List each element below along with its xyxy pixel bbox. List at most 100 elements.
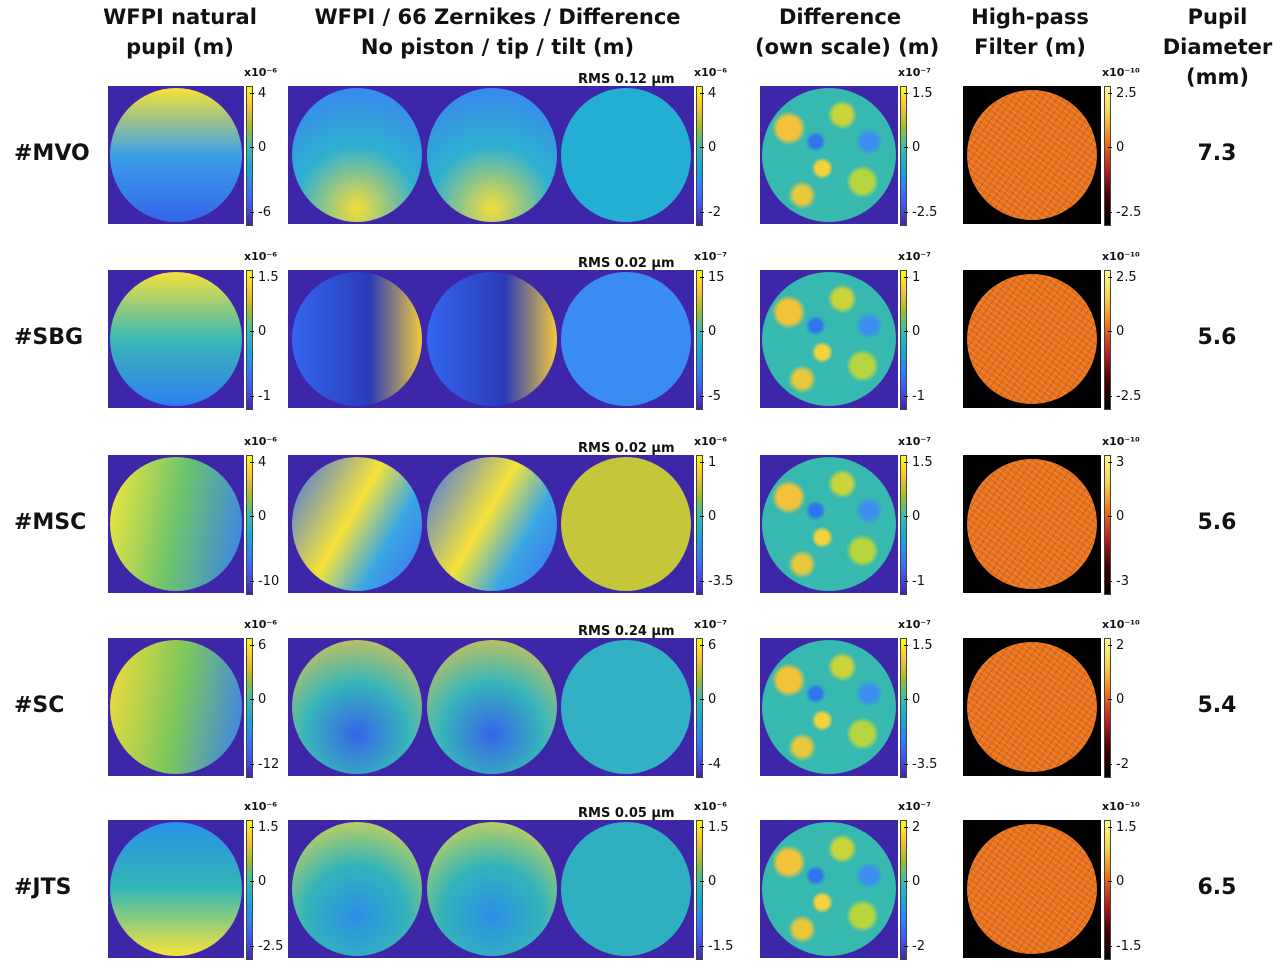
zernike-fit-pupil (427, 88, 557, 222)
colorbar-tick-label: 1 (699, 455, 717, 471)
rms-label: RMS 0.02 µm (578, 441, 675, 456)
wfpi-zernike-difference-map (288, 820, 694, 958)
colorbar-exponent: x10⁻⁶ (244, 618, 278, 631)
colorbar-tick-label: 6 (249, 638, 267, 654)
colorbar (246, 638, 253, 778)
colorbar (696, 455, 703, 595)
colorbar-tick-label: 0 (699, 140, 717, 156)
colorbar-exponent: x10⁻⁶ (244, 435, 278, 448)
row-label: #MVO (14, 141, 90, 166)
rms-label: RMS 0.02 µm (578, 256, 675, 271)
colorbar-tick-label: 0 (249, 140, 267, 156)
colorbar (1104, 270, 1111, 410)
high-pass-pupil (967, 642, 1097, 772)
rms-label: RMS 0.24 µm (578, 624, 675, 639)
colorbar-exponent: x10⁻⁶ (244, 800, 278, 813)
colorbar-exponent: x10⁻⁶ (244, 250, 278, 263)
colorbar-exponent: x10⁻¹⁰ (1102, 66, 1140, 79)
colorbar-exponent: x10⁻⁶ (694, 66, 728, 79)
difference-pupil (561, 457, 691, 591)
high-pass-pupil (967, 274, 1097, 404)
colorbar-tick-label: -3 (1108, 573, 1129, 589)
colorbar (1104, 820, 1111, 960)
difference-own-scale-map (760, 820, 898, 958)
colorbar (900, 270, 907, 410)
high-pass-pupil (967, 459, 1097, 589)
colorbar-tick-label: 0 (903, 509, 921, 525)
natural-pupil-map (108, 86, 244, 224)
difference-pupil (561, 822, 691, 956)
high-pass-filter-map (963, 638, 1101, 776)
colorbar-exponent: x10⁻¹⁰ (1102, 250, 1140, 263)
colorbar-tick-label: 1.5 (904, 86, 933, 102)
difference-pupil (561, 640, 691, 774)
difference-own-scale-map (760, 638, 898, 776)
colorbar-tick-label: 4 (699, 86, 717, 102)
zernike-fit-pupil (427, 272, 557, 406)
colorbar-tick-label: 0 (1107, 324, 1125, 340)
pupil-diameter-value: 5.4 (1197, 693, 1237, 718)
colorbar-tick-label: 0 (903, 692, 921, 708)
natural-pupil-map (108, 270, 244, 408)
colorbar-tick-label: 0 (699, 692, 717, 708)
rms-label: RMS 0.12 µm (578, 72, 675, 87)
high-pass-filter-map (963, 270, 1101, 408)
pupil-diameter-value: 7.3 (1197, 141, 1237, 166)
colorbar-exponent: x10⁻⁶ (244, 66, 278, 79)
header-natural-pupil: WFPI natural pupil (m) (90, 2, 270, 62)
colorbar-exponent: x10⁻¹⁰ (1102, 618, 1140, 631)
row-label: #SBG (14, 325, 84, 350)
colorbar-tick-label: 0 (1107, 874, 1125, 890)
colorbar-tick-label: 2 (903, 820, 921, 836)
header-line: (mm) (1186, 65, 1249, 89)
colorbar-tick-label: 0 (699, 509, 717, 525)
colorbar (696, 638, 703, 778)
high-pass-filter-map (963, 455, 1101, 593)
colorbar-tick-label: 2.5 (1108, 270, 1137, 286)
header-line: WFPI natural (103, 5, 257, 29)
wfpi-zernike-difference-map (288, 455, 694, 593)
natural-pupil-map (108, 455, 244, 593)
pupil-disc (110, 640, 242, 774)
colorbar-tick-label: -6 (250, 204, 271, 220)
colorbar-tick-label: 1.5 (250, 820, 279, 836)
colorbar (1104, 638, 1111, 778)
wfpi-pupil (292, 822, 422, 956)
colorbar-exponent: x10⁻⁷ (694, 250, 728, 263)
colorbar-tick-label: 0 (903, 324, 921, 340)
header-difference-own-scale: Difference (own scale) (m) (755, 2, 939, 62)
colorbar-tick-label: -1 (250, 388, 271, 404)
header-line: pupil (m) (126, 35, 234, 59)
colorbar-tick-label: 1.5 (250, 270, 279, 286)
wfpi-pupil (292, 88, 422, 222)
rms-label: RMS 0.05 µm (578, 806, 675, 821)
colorbar-exponent: x10⁻⁷ (898, 800, 932, 813)
colorbar-tick-label: -5 (700, 388, 721, 404)
colorbar-tick-label: 1.5 (904, 455, 933, 471)
colorbar-tick-label: 0 (699, 324, 717, 340)
colorbar-tick-label: 3 (1107, 455, 1125, 471)
colorbar-exponent: x10⁻⁶ (694, 800, 728, 813)
colorbar (900, 455, 907, 595)
colorbar-exponent: x10⁻⁷ (898, 435, 932, 448)
colorbar (900, 638, 907, 778)
high-pass-filter-map (963, 86, 1101, 224)
header-pupil-diameter: Pupil Diameter (mm) (1160, 2, 1275, 92)
colorbar-tick-label: 4 (249, 86, 267, 102)
colorbar-tick-label: -2 (700, 204, 721, 220)
colorbar-tick-label: 15 (700, 270, 725, 286)
colorbar-exponent: x10⁻⁶ (694, 435, 728, 448)
pupil-diameter-value: 5.6 (1197, 325, 1237, 350)
header-line: Filter (m) (974, 35, 1086, 59)
colorbar-tick-label: -1 (904, 573, 925, 589)
colorbar-tick-label: -3.5 (903, 756, 938, 772)
colorbar-exponent: x10⁻⁷ (898, 66, 932, 79)
colorbar (900, 86, 907, 226)
header-line: No piston / tip / tilt (m) (360, 35, 635, 59)
difference-own-scale-map (760, 455, 898, 593)
header-zernike-difference: WFPI / 66 Zernikes / Difference No pisto… (300, 2, 695, 62)
colorbar-tick-label: 1.5 (904, 638, 933, 654)
row-label: #SC (14, 693, 65, 718)
colorbar (246, 86, 253, 226)
colorbar-tick-label: -2 (904, 938, 925, 954)
